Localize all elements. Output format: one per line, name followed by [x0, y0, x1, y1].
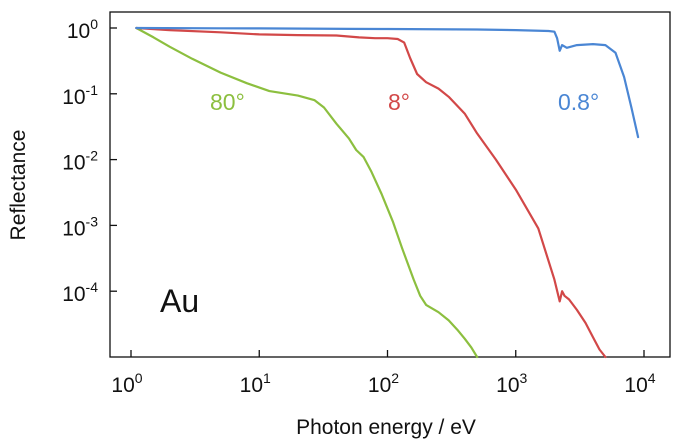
y-tick-label: 10-1 [62, 82, 98, 109]
x-tick-label: 101 [240, 370, 271, 397]
x-tick-exponent: 0 [135, 370, 143, 386]
y-tick-base: 10 [62, 283, 85, 306]
y-tick-label: 10-4 [62, 279, 98, 306]
series-label-0p8deg: 0.8° [558, 89, 599, 115]
x-tick-base: 10 [111, 374, 134, 397]
series-line-0p8deg [135, 26, 640, 139]
y-tick-base: 10 [67, 20, 90, 43]
y-axis-label: Reflectance [7, 130, 30, 241]
series-label-80deg: 80° [210, 89, 245, 115]
y-tick-exponent: -4 [86, 279, 99, 295]
y-tick-exponent: 0 [90, 16, 98, 32]
x-tick-label: 102 [368, 370, 399, 397]
x-tick-exponent: 2 [391, 370, 399, 386]
y-tick-exponent: -2 [86, 148, 99, 164]
series-label-8deg: 8° [388, 89, 410, 115]
y-tick-label: 100 [67, 16, 98, 43]
x-axis-ticks: 100 101 102 103 104 [111, 350, 656, 397]
y-tick-label: 10-3 [62, 213, 98, 240]
y-tick-base: 10 [62, 86, 85, 109]
material-annotation: Au [160, 283, 199, 319]
x-tick-exponent: 3 [520, 370, 528, 386]
x-tick-label: 100 [111, 370, 142, 397]
series-line-80deg [135, 26, 479, 359]
series-layer [135, 26, 640, 359]
plot-frame [109, 11, 671, 358]
x-tick-base: 10 [368, 374, 391, 397]
y-tick-base: 10 [62, 217, 85, 240]
x-tick-label: 104 [624, 370, 655, 397]
x-axis-label: Photon energy / eV [296, 416, 476, 439]
y-tick-base: 10 [62, 152, 85, 175]
x-tick-base: 10 [240, 374, 263, 397]
y-tick-exponent: -3 [86, 213, 99, 229]
x-tick-label: 103 [496, 370, 527, 397]
y-tick-label: 10-2 [62, 148, 98, 175]
y-tick-exponent: -1 [86, 82, 99, 98]
series-line-8deg [135, 26, 607, 359]
x-tick-exponent: 1 [263, 370, 271, 386]
x-tick-exponent: 4 [648, 370, 656, 386]
x-tick-base: 10 [624, 374, 647, 397]
x-tick-base: 10 [496, 374, 519, 397]
